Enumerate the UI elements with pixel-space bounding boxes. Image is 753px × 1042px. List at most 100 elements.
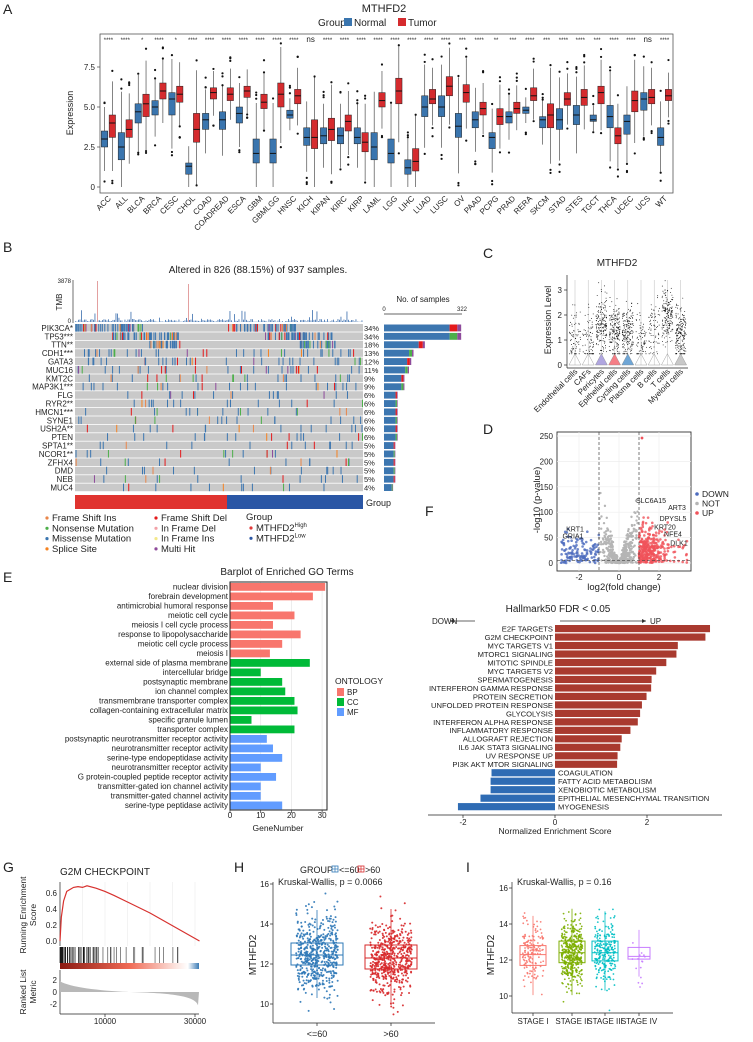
cell-point xyxy=(579,350,581,352)
mutation-cell xyxy=(75,450,77,458)
cell-point xyxy=(658,310,660,312)
cell-point xyxy=(676,346,678,348)
outlier-point xyxy=(195,184,198,187)
point-not xyxy=(611,540,615,544)
gene-annotation: NFE4 xyxy=(664,532,682,539)
mutation-cell xyxy=(126,324,128,332)
cell-point xyxy=(601,330,603,332)
cell-point xyxy=(604,320,606,321)
data-point xyxy=(334,916,337,919)
cell-point xyxy=(583,334,585,336)
cell-point xyxy=(587,339,588,341)
mutation-cell xyxy=(121,324,123,332)
mutation-cell xyxy=(247,408,249,416)
mutation-cell xyxy=(300,332,302,340)
tmb-bar xyxy=(93,319,94,322)
point-not xyxy=(633,552,636,556)
cell-point xyxy=(682,322,684,324)
percent-label: 6% xyxy=(364,400,375,409)
cell-point xyxy=(592,345,594,347)
data-point xyxy=(299,947,302,950)
data-point xyxy=(304,933,307,936)
mutation-cell xyxy=(355,382,357,391)
cell-point xyxy=(589,320,591,322)
significance-label: **** xyxy=(609,38,619,44)
point-down xyxy=(584,540,588,544)
cell-point xyxy=(606,335,608,337)
cell-point xyxy=(631,303,633,305)
data-point xyxy=(301,975,304,978)
box-tumor xyxy=(193,113,201,143)
mutation-cell xyxy=(161,340,163,349)
point-up xyxy=(663,550,666,553)
sample-count-bar xyxy=(394,475,396,483)
cell-point xyxy=(612,329,614,331)
cell-point xyxy=(675,342,677,344)
x-tick-label: 30 xyxy=(318,811,327,820)
cell-point xyxy=(632,341,634,343)
mutation-cell xyxy=(332,349,334,357)
cell-point xyxy=(601,321,603,323)
mutation-cell xyxy=(288,483,290,492)
cell-point xyxy=(610,341,612,343)
outlier-point xyxy=(347,82,350,85)
data-point xyxy=(392,971,395,974)
mutation-cell xyxy=(155,332,157,340)
outlier-point xyxy=(541,96,544,99)
point-not xyxy=(599,550,602,554)
mutation-cell xyxy=(134,433,136,441)
point-not xyxy=(610,556,613,559)
significance-label: *** xyxy=(594,38,602,44)
cell-point xyxy=(577,342,579,344)
cell-point xyxy=(683,353,685,355)
data-point xyxy=(329,938,332,941)
data-point xyxy=(328,977,331,980)
point-up xyxy=(647,529,651,532)
data-point xyxy=(327,920,330,923)
cell-point xyxy=(593,341,595,343)
data-point xyxy=(371,946,374,949)
mutation-cell xyxy=(307,366,309,374)
outlier-point xyxy=(389,101,393,104)
mutation-cell xyxy=(88,374,90,382)
cell-point xyxy=(570,349,572,351)
go-term-label: transporter complex xyxy=(157,725,228,734)
cell-point xyxy=(591,327,593,329)
tmb-bar xyxy=(142,321,144,322)
mutation-cell xyxy=(190,483,192,492)
point-down xyxy=(580,552,584,555)
outlier-point xyxy=(397,44,400,47)
box-normal xyxy=(589,114,597,122)
cell-point xyxy=(664,310,666,312)
data-point xyxy=(382,988,385,991)
point-not xyxy=(605,555,609,558)
cell-point xyxy=(623,353,625,355)
outlier-point xyxy=(549,64,552,67)
mutation-cell xyxy=(88,357,90,366)
data-point xyxy=(406,937,409,940)
cell-point xyxy=(661,285,663,287)
cell-point xyxy=(630,345,632,347)
point-not xyxy=(630,551,633,554)
mutation-cell xyxy=(111,374,113,382)
data-point xyxy=(318,975,321,978)
data-point xyxy=(329,1001,332,1004)
go-bar xyxy=(230,640,283,648)
data-point xyxy=(313,926,316,929)
cell-point xyxy=(627,319,628,321)
data-point xyxy=(409,922,412,925)
data-point xyxy=(306,943,309,946)
cell-point xyxy=(602,327,604,329)
bar-up xyxy=(555,701,642,709)
box-tumor xyxy=(125,119,133,138)
data-point xyxy=(311,917,314,920)
sample-count-bar xyxy=(405,366,408,374)
panel-label-B: B xyxy=(3,239,12,255)
mutation-cell xyxy=(283,483,285,492)
mutation-cell xyxy=(113,324,115,332)
data-point xyxy=(309,955,312,958)
mutation-cell xyxy=(166,399,168,408)
cell-point xyxy=(610,342,611,343)
data-point xyxy=(399,934,402,937)
data-point xyxy=(300,921,303,924)
